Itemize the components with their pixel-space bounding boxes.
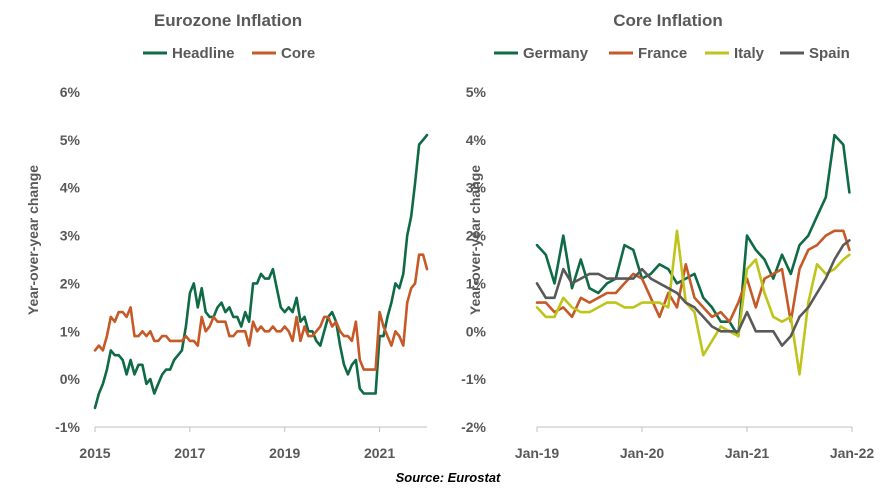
chart-canvas: Eurozone Inflation Headline Core Year-over-…	[25, 11, 875, 461]
chart2-x-tick-label: Jan-20	[620, 445, 665, 461]
chart2-series-line-germany	[535, 133, 851, 338]
chart1-x-tick-label: 2019	[269, 445, 300, 461]
chart1-series-line-core	[93, 253, 429, 371]
chart2-y-tick-label: -2%	[461, 419, 486, 435]
chart2-legend-label-germany: Germany	[523, 45, 589, 62]
chart1-y-tick-label: 1%	[60, 323, 81, 339]
chart2-title: Core Inflation	[613, 11, 723, 30]
chart2-x-tick-label: Jan-22	[830, 445, 875, 461]
chart1-y-tick-label: 0%	[60, 371, 81, 387]
chart2-x-tick-label: Jan-21	[725, 445, 770, 461]
chart2-legend-label-italy: Italy	[734, 45, 765, 62]
chart1-y-tick-label: -1%	[55, 419, 80, 435]
chart2-y-tick-label: 0%	[466, 323, 487, 339]
chart1-x-tick-label: 2021	[364, 445, 395, 461]
chart1-y-tick-label: 2%	[60, 275, 81, 291]
chart1-y-axis-label: Year-over-year change	[25, 165, 41, 315]
source-note: Source: Eurostat	[395, 470, 501, 485]
chart1-series-line-headline	[93, 133, 429, 410]
chart2-series-line-spain	[535, 239, 851, 347]
chart2-y-tick-label: 5%	[466, 84, 487, 100]
chart2-y-tick-label: 2%	[466, 228, 487, 244]
chart2-legend-label-france: France	[638, 45, 687, 62]
chart1-y-tick-label: 4%	[60, 180, 81, 196]
chart1-y-tick-label: 5%	[60, 132, 81, 148]
chart1-x-tick-label: 2015	[79, 445, 110, 461]
chart2-x-tick-label: Jan-19	[515, 445, 560, 461]
chart2-y-tick-label: -1%	[461, 371, 486, 387]
chart2-legend-label-spain: Spain	[809, 45, 850, 62]
chart1-x-tick-label: 2017	[174, 445, 205, 461]
chart1-legend-label-core: Core	[281, 45, 315, 62]
chart1-y-tick-label: 3%	[60, 228, 81, 244]
chart2-y-tick-label: 1%	[466, 275, 487, 291]
chart1-title: Eurozone Inflation	[154, 11, 302, 30]
chart2-y-tick-label: 3%	[466, 180, 487, 196]
chart2-y-tick-label: 4%	[466, 132, 487, 148]
chart1-y-tick-label: 6%	[60, 84, 81, 100]
chart1-legend-label-headline: Headline	[172, 45, 235, 62]
chart2-series-line-italy	[535, 229, 851, 376]
chart2-y-axis-label: Year-over-year change	[467, 165, 483, 315]
chart2-series-line-france	[535, 229, 851, 324]
